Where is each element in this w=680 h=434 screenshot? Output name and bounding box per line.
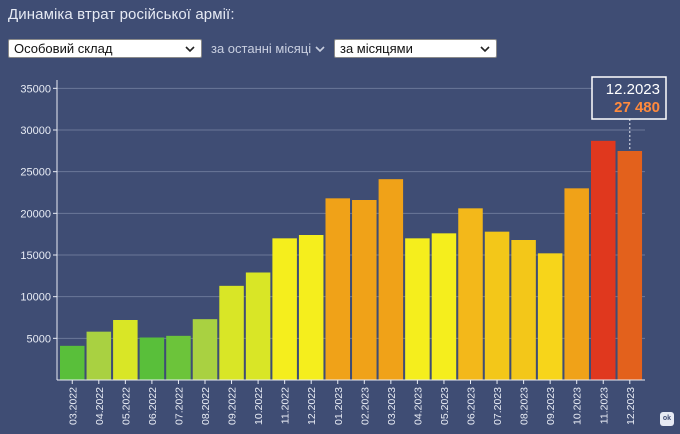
bar-05.2022 — [113, 320, 138, 380]
y-tick-label: 5000 — [27, 333, 51, 345]
x-tick-label: 08.2022 — [200, 387, 212, 425]
bar-10.2023 — [564, 188, 589, 380]
x-tick-label: 12.2022 — [306, 387, 318, 425]
x-tick-label: 05.2022 — [120, 387, 132, 425]
x-tick-label: 03.2023 — [386, 387, 398, 425]
bar-08.2023 — [511, 240, 536, 380]
logo-icon: ok — [660, 412, 674, 426]
y-tick-label: 20000 — [20, 208, 51, 220]
x-tick-label: 09.2023 — [545, 387, 557, 425]
bar-04.2023 — [405, 238, 430, 380]
bar-06.2022 — [139, 337, 165, 380]
bar-02.2023 — [352, 200, 377, 380]
x-tick-label: 03.2022 — [67, 387, 79, 425]
y-tick-label: 15000 — [20, 250, 51, 262]
tooltip-label: 12.2023 — [606, 81, 660, 98]
period-select[interactable]: за останні місяці — [207, 39, 331, 58]
x-tick-label: 07.2023 — [492, 387, 504, 425]
bars-group — [60, 140, 643, 380]
x-tick-label: 11.2023 — [598, 387, 610, 424]
category-select-value: Особовий склад — [14, 41, 113, 56]
x-tick-label: 07.2022 — [173, 387, 185, 425]
bar-09.2022 — [219, 285, 244, 380]
bar-04.2022 — [86, 331, 112, 380]
x-tick-label: 06.2023 — [466, 387, 478, 425]
bar-07.2023 — [484, 231, 510, 380]
bar-03.2023 — [378, 179, 404, 380]
category-select[interactable]: Особовий склад — [8, 39, 202, 58]
tooltip-value: 27 480 — [614, 99, 660, 116]
bar-07.2022 — [166, 335, 191, 380]
bar-12.2023 — [617, 151, 643, 380]
chevron-down-icon — [315, 45, 325, 52]
bar-09.2023 — [537, 253, 563, 380]
bar-11.2023 — [591, 140, 616, 380]
y-tick-label: 10000 — [20, 292, 51, 304]
grouping-select[interactable]: за місяцями — [334, 39, 497, 58]
page-title: Динаміка втрат російської армії: — [8, 6, 235, 23]
x-tick-label: 04.2023 — [412, 387, 424, 425]
x-tick-label: 06.2022 — [147, 387, 159, 425]
x-tick-label: 10.2023 — [572, 387, 584, 425]
grouping-select-value: за місяцями — [340, 41, 413, 56]
x-tick-label: 12.2023 — [625, 387, 637, 425]
bar-03.2022 — [60, 345, 85, 380]
x-tick-label: 05.2023 — [439, 387, 451, 425]
bar-11.2022 — [272, 238, 297, 380]
bar-05.2023 — [431, 233, 457, 380]
bar-10.2022 — [245, 272, 271, 380]
bar-01.2023 — [325, 198, 350, 380]
chevron-down-icon — [480, 45, 490, 52]
chevron-down-icon — [185, 45, 195, 52]
y-tick-label: 35000 — [20, 83, 51, 95]
x-tick-label: 08.2023 — [519, 387, 531, 425]
tooltip-box — [591, 76, 667, 120]
bar-12.2022 — [298, 235, 324, 380]
y-tick-label: 25000 — [20, 167, 51, 179]
x-axis: 03.2022 04.2022 05.2022 06.2022 07.2022 08.20… — [57, 379, 645, 425]
period-select-value: за останні місяці — [211, 41, 312, 56]
bar-06.2023 — [458, 208, 483, 380]
x-tick-label: 01.2023 — [333, 387, 345, 425]
x-tick-label: 02.2023 — [359, 387, 371, 425]
x-tick-label: 04.2022 — [94, 387, 106, 425]
x-tick-label: 10.2022 — [253, 387, 265, 425]
tooltip: 12.2023 27 480 — [591, 76, 667, 151]
x-tick-label: 11.2022 — [280, 387, 292, 424]
y-axis: 5000 10000 15000 20000 25000 30000 35000 — [20, 80, 58, 380]
bar-08.2022 — [192, 319, 218, 380]
x-tick-label: 09.2022 — [227, 387, 239, 425]
y-tick-label: 30000 — [20, 125, 51, 137]
